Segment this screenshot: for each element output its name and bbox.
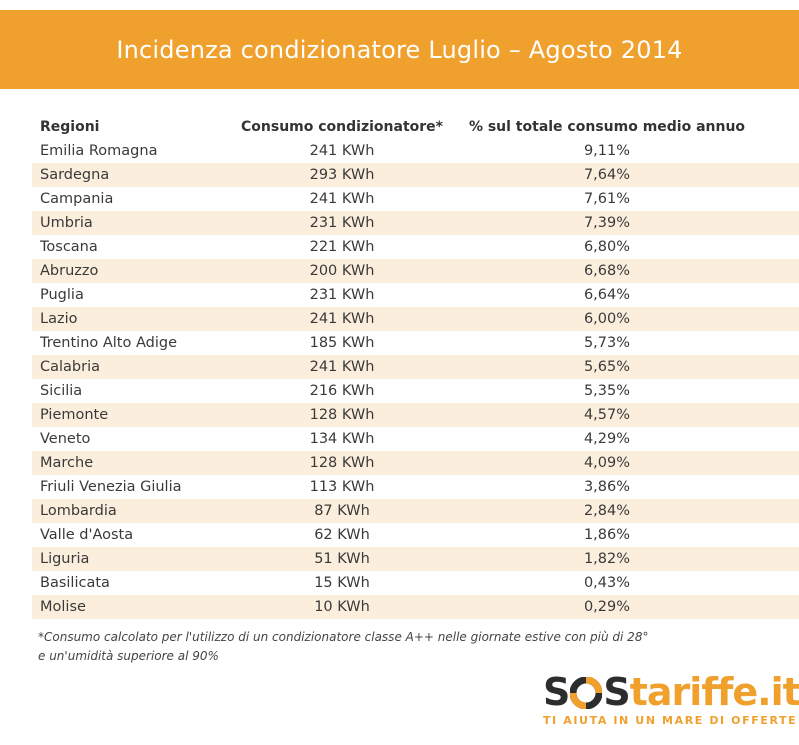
cell-consumo: 241 KWh [309,311,375,327]
cell-regione: Liguria [40,551,90,567]
cell-regione: Toscana [40,239,98,255]
cell-regione: Abruzzo [40,263,99,279]
cell-percentuale: 1,86% [583,527,631,543]
cell-percentuale: 0,29% [583,599,631,615]
table-body: Emilia Romagna 241 KWh 9,11% Sardegna 293 KW… [32,139,799,619]
cell-consumo: 87 KWh [314,503,370,519]
cell-regione: Emilia Romagna [40,143,158,159]
cell-regione: Basilicata [40,575,110,591]
cell-consumo: 241 KWh [309,359,375,375]
logo-letter-s-first: S [543,670,570,714]
cell-regione: Lazio [40,311,78,327]
table-row: Basilicata 15 KWh 0,43% [32,571,799,595]
data-table: Regioni Consumo condizionatore* % sul to… [32,115,799,619]
column-header-regioni: Regioni [40,119,100,135]
cell-percentuale: 2,84% [583,503,631,519]
cell-regione: Veneto [40,431,91,447]
cell-regione: Trentino Alto Adige [40,335,177,351]
cell-percentuale: 4,09% [583,455,631,471]
cell-regione: Friuli Venezia Giulia [40,479,182,495]
table-row: Emilia Romagna 241 KWh 9,11% [32,139,799,163]
cell-consumo: 134 KWh [309,431,375,447]
logo-tagline: TI AIUTA IN UN MARE DI OFFERTE [543,714,798,727]
cell-consumo: 128 KWh [309,407,375,423]
footnote-line-1: *Consumo calcolato per l'utilizzo di un … [38,630,649,644]
cell-percentuale: 5,35% [583,383,631,399]
cell-consumo: 200 KWh [309,263,375,279]
sostariffe-logo: S S tariffe.it TI AIUTA IN UN MARE DI OF… [543,670,799,732]
cell-regione: Campania [40,191,114,207]
table-row: Valle d'Aosta 62 KWh 1,86% [32,523,799,547]
table-row: Marche 128 KWh 4,09% [32,451,799,475]
cell-regione: Sardegna [40,167,110,183]
cell-percentuale: 0,43% [583,575,631,591]
cell-percentuale: 5,65% [583,359,631,375]
cell-regione: Puglia [40,287,84,303]
title-banner: Incidenza condizionatore Luglio – Agosto… [0,10,799,89]
cell-percentuale: 1,82% [583,551,631,567]
cell-percentuale: 3,86% [583,479,631,495]
cell-regione: Valle d'Aosta [40,527,134,543]
cell-percentuale: 6,68% [583,263,631,279]
table-row: Piemonte 128 KWh 4,57% [32,403,799,427]
cell-consumo: 241 KWh [309,191,375,207]
cell-percentuale: 6,80% [583,239,631,255]
table-row: Veneto 134 KWh 4,29% [32,427,799,451]
cell-consumo: 62 KWh [314,527,370,543]
logo-wordmark: S S tariffe.it [543,670,799,714]
table-row: Friuli Venezia Giulia 113 KWh 3,86% [32,475,799,499]
cell-consumo: 15 KWh [314,575,370,591]
cell-consumo: 221 KWh [309,239,375,255]
cell-percentuale: 7,39% [583,215,631,231]
table-row: Sicilia 216 KWh 5,35% [32,379,799,403]
cell-regione: Umbria [40,215,93,231]
cell-consumo: 241 KWh [309,143,375,159]
cell-regione: Calabria [40,359,101,375]
cell-percentuale: 5,73% [583,335,631,351]
lifebuoy-icon [569,676,603,710]
table-row: Lazio 241 KWh 6,00% [32,307,799,331]
top-strip [0,0,799,10]
cell-percentuale: 9,11% [583,143,631,159]
table-row: Liguria 51 KWh 1,82% [32,547,799,571]
cell-percentuale: 4,29% [583,431,631,447]
cell-regione: Marche [40,455,94,471]
cell-percentuale: 6,00% [583,311,631,327]
table-row: Umbria 231 KWh 7,39% [32,211,799,235]
cell-consumo: 231 KWh [309,215,375,231]
page-title: Incidenza condizionatore Luglio – Agosto… [116,35,683,64]
cell-regione: Sicilia [40,383,83,399]
column-header-consumo: Consumo condizionatore* [241,119,443,135]
cell-consumo: 113 KWh [309,479,375,495]
cell-regione: Molise [40,599,86,615]
cell-percentuale: 7,61% [583,191,631,207]
cell-consumo: 231 KWh [309,287,375,303]
table-row: Trentino Alto Adige 185 KWh 5,73% [32,331,799,355]
table-row: Campania 241 KWh 7,61% [32,187,799,211]
cell-regione: Piemonte [40,407,109,423]
cell-percentuale: 4,57% [583,407,631,423]
cell-consumo: 51 KWh [314,551,370,567]
cell-percentuale: 7,64% [583,167,631,183]
table-row: Sardegna 293 KWh 7,64% [32,163,799,187]
logo-letter-s-second: S [603,670,630,714]
table-row: Puglia 231 KWh 6,64% [32,283,799,307]
logo-tariffe-text: tariffe.it [629,670,799,714]
cell-percentuale: 6,64% [583,287,631,303]
footnote: *Consumo calcolato per l'utilizzo di un … [38,628,738,666]
table-row: Molise 10 KWh 0,29% [32,595,799,619]
cell-consumo: 293 KWh [309,167,375,183]
cell-consumo: 216 KWh [309,383,375,399]
table-row: Abruzzo 200 KWh 6,68% [32,259,799,283]
cell-consumo: 10 KWh [314,599,370,615]
cell-consumo: 128 KWh [309,455,375,471]
cell-regione: Lombardia [40,503,117,519]
table-row: Lombardia 87 KWh 2,84% [32,499,799,523]
table-row: Toscana 221 KWh 6,80% [32,235,799,259]
footnote-line-2: e un'umidità superiore al 90% [38,649,219,663]
column-header-percentuale: % sul totale consumo medio annuo [468,119,746,135]
cell-consumo: 185 KWh [309,335,375,351]
table-header-row: Regioni Consumo condizionatore* % sul to… [32,115,799,139]
table-row: Calabria 241 KWh 5,65% [32,355,799,379]
